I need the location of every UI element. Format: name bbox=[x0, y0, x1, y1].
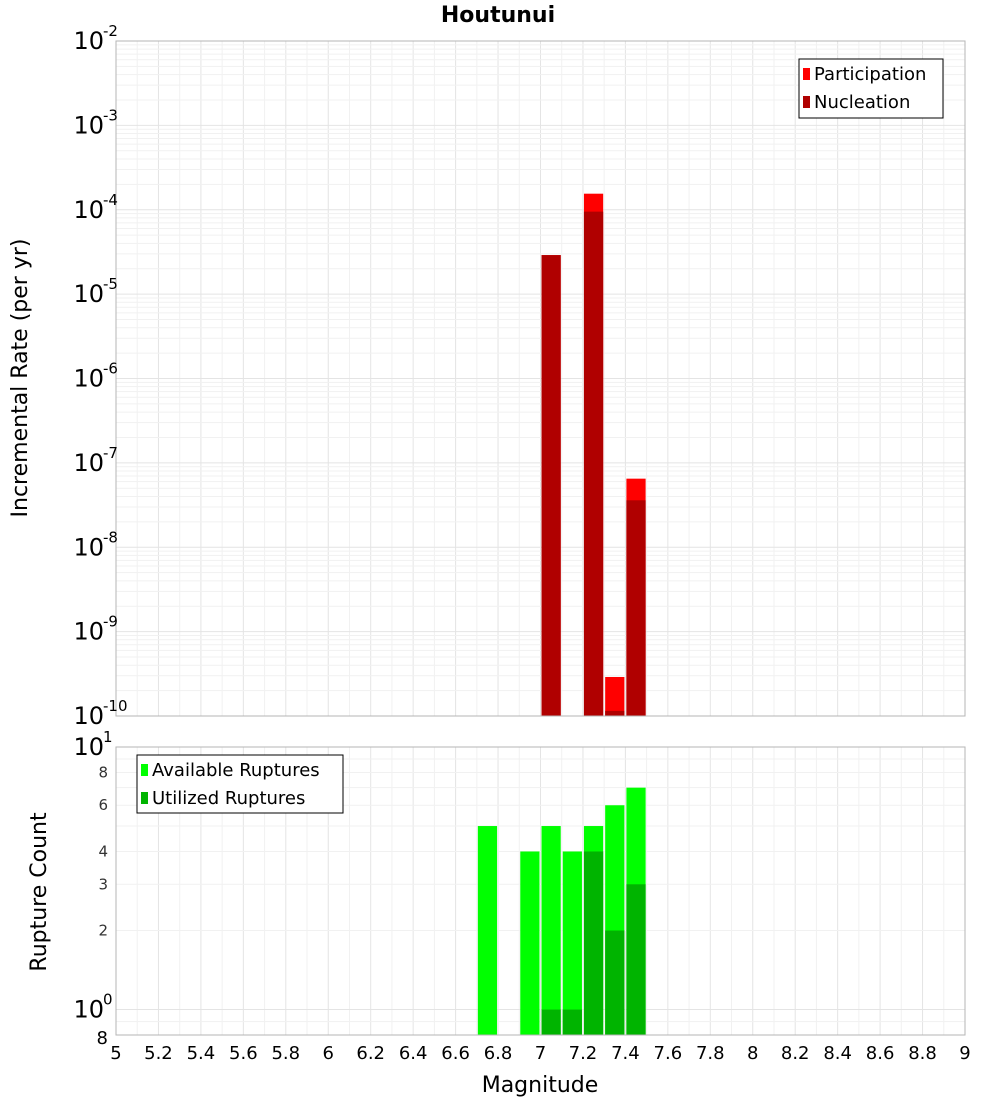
legend-label: Participation bbox=[814, 64, 926, 85]
y-minor-tick-label: 4 bbox=[98, 842, 108, 860]
y-tick-exponent: -9 bbox=[103, 613, 118, 631]
bar-nucleation bbox=[605, 710, 625, 716]
y-tick-label: 10 bbox=[73, 196, 104, 224]
y-tick-exponent: -3 bbox=[103, 106, 118, 124]
x-tick-label: 7.4 bbox=[611, 1043, 640, 1064]
x-tick-label: 7.6 bbox=[654, 1043, 683, 1064]
bar-nucleation bbox=[583, 211, 604, 716]
x-tick-label: 6 bbox=[323, 1043, 334, 1064]
bar-utilized-ruptures bbox=[541, 1009, 561, 1035]
bar-nucleation bbox=[541, 255, 561, 716]
y-minor-tick-label: 2 bbox=[98, 922, 108, 940]
x-tick-label: 8 bbox=[747, 1043, 758, 1064]
y-tick-label: 10 bbox=[73, 702, 104, 730]
legend-label: Nucleation bbox=[814, 92, 910, 113]
x-tick-label: 6.4 bbox=[399, 1043, 428, 1064]
x-tick-label: 8.8 bbox=[908, 1043, 937, 1064]
legend-swatch bbox=[803, 68, 810, 80]
bar-utilized-ruptures bbox=[562, 1009, 582, 1035]
bar-available-ruptures bbox=[562, 851, 582, 1035]
y-tick-exponent: -8 bbox=[103, 528, 118, 546]
x-tick-label: 7.2 bbox=[569, 1043, 598, 1064]
legend-label: Utilized Ruptures bbox=[152, 788, 305, 809]
y-tick-label: 10 bbox=[73, 733, 104, 761]
bar-utilized-ruptures bbox=[605, 930, 625, 1035]
x-tick-label: 5.8 bbox=[271, 1043, 300, 1064]
plot-frame bbox=[115, 40, 966, 717]
x-tick-label: 8.6 bbox=[866, 1043, 895, 1064]
y-tick-exponent: -2 bbox=[103, 22, 118, 40]
y-tick-exponent: -7 bbox=[103, 444, 118, 462]
x-tick-label: 8.4 bbox=[823, 1043, 852, 1064]
y-tick-exponent: 1 bbox=[103, 728, 113, 746]
y-minor-tick-label: 3 bbox=[98, 875, 108, 893]
y-minor-tick-label: 6 bbox=[98, 796, 108, 814]
y-tick-exponent: -4 bbox=[103, 191, 118, 209]
bar-participation bbox=[605, 676, 625, 716]
x-tick-label: 5.4 bbox=[187, 1043, 216, 1064]
x-tick-label: 7.8 bbox=[696, 1043, 725, 1064]
y-tick-label: 10 bbox=[73, 27, 104, 55]
y-tick-exponent: -6 bbox=[103, 360, 118, 378]
y-tick-label: 10 bbox=[73, 111, 104, 139]
legend-box bbox=[136, 754, 344, 814]
x-tick-label: 8.2 bbox=[781, 1043, 810, 1064]
x-tick-label: 6.8 bbox=[484, 1043, 513, 1064]
bar-available-ruptures bbox=[477, 826, 498, 1035]
x-tick-label: 7 bbox=[535, 1043, 546, 1064]
bottom-y-axis-label: Rupture Count bbox=[27, 812, 52, 972]
bar-utilized-ruptures bbox=[583, 851, 604, 1035]
x-tick-label: 5 bbox=[110, 1043, 121, 1064]
y-bottom-tick-label: 8 bbox=[97, 1028, 108, 1049]
chart-title: Houtunui bbox=[441, 3, 555, 28]
legend-box bbox=[798, 58, 944, 119]
plot-frame bbox=[115, 746, 966, 1036]
top-y-axis-label: Incremental Rate (per yr) bbox=[8, 239, 33, 518]
y-tick-exponent: -5 bbox=[103, 275, 118, 293]
y-tick-label: 10 bbox=[73, 365, 104, 393]
y-tick-label: 10 bbox=[73, 449, 104, 477]
bar-nucleation bbox=[626, 500, 646, 716]
x-tick-label: 5.6 bbox=[229, 1043, 258, 1064]
bar-available-ruptures bbox=[541, 826, 561, 1035]
x-tick-label: 6.6 bbox=[441, 1043, 470, 1064]
legend-label: Available Ruptures bbox=[152, 760, 320, 781]
legend-swatch bbox=[141, 792, 148, 804]
y-tick-label: 10 bbox=[73, 533, 104, 561]
legend-swatch bbox=[803, 96, 810, 108]
y-tick-label: 10 bbox=[73, 618, 104, 646]
x-axis-label: Magnitude bbox=[482, 1073, 599, 1098]
bar-available-ruptures bbox=[520, 851, 540, 1035]
x-tick-label: 5.2 bbox=[144, 1043, 173, 1064]
y-tick-exponent: -10 bbox=[103, 697, 128, 715]
y-tick-label: 10 bbox=[73, 996, 104, 1024]
legend-swatch bbox=[141, 764, 148, 776]
y-tick-exponent: 0 bbox=[103, 991, 113, 1009]
y-tick-label: 10 bbox=[73, 280, 104, 308]
bar-utilized-ruptures bbox=[626, 884, 646, 1035]
x-tick-label: 9 bbox=[959, 1043, 970, 1064]
y-minor-tick-label: 8 bbox=[98, 763, 108, 781]
rate-panel: 10-210-310-410-510-610-710-810-910 -10Par… bbox=[73, 22, 966, 730]
x-tick-label: 6.2 bbox=[356, 1043, 385, 1064]
